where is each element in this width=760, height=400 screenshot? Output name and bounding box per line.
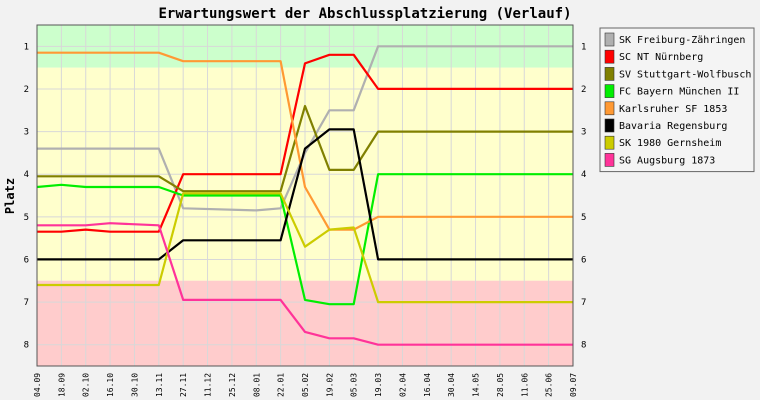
y-tick-label-left: 8 — [24, 341, 29, 351]
x-tick-label: 25.06 — [545, 373, 554, 397]
y-tick-label-left: 1 — [24, 42, 29, 52]
y-tick-label-right: 4 — [581, 170, 586, 180]
y-tick-label-left: 6 — [24, 255, 29, 265]
y-tick-label-right: 8 — [581, 341, 586, 351]
x-tick-label: 11.06 — [520, 373, 529, 397]
legend-swatch — [604, 118, 615, 133]
x-tick-label: 30.04 — [447, 373, 456, 397]
legend-label: Karlsruher SF 1853 — [619, 104, 727, 115]
x-tick-label: 09.07 — [569, 373, 578, 397]
x-tick-label: 02.04 — [398, 373, 407, 397]
y-tick-label-left: 5 — [24, 213, 29, 223]
y-tick-label-right: 2 — [581, 85, 586, 95]
y-tick-label-right: 7 — [581, 298, 586, 308]
x-tick-label: 04.09 — [33, 373, 42, 397]
x-tick-label: 25.12 — [228, 373, 237, 397]
y-tick-label-left: 7 — [24, 298, 29, 308]
y-tick-label-right: 6 — [581, 255, 586, 265]
x-tick-label: 14.05 — [472, 373, 481, 397]
x-tick-label: 02.10 — [82, 373, 91, 397]
x-tick-label: 27.11 — [179, 373, 188, 397]
legend-swatch — [604, 67, 615, 81]
y-axis-label: Platz — [3, 178, 17, 214]
legend-swatch — [604, 32, 615, 47]
y-tick-label-right: 1 — [581, 42, 586, 52]
x-tick-label: 22.01 — [277, 373, 286, 397]
y-tick-label-left: 4 — [24, 170, 29, 180]
legend-swatch — [604, 135, 615, 150]
x-tick-label: 05.03 — [350, 373, 359, 397]
y-tick-label-right: 5 — [581, 213, 586, 223]
y-tick-label-left: 3 — [24, 128, 29, 138]
x-tick-label: 16.10 — [106, 373, 115, 397]
x-tick-label: 05.02 — [301, 373, 310, 397]
x-tick-label: 08.01 — [252, 373, 261, 397]
legend-swatch — [604, 101, 615, 116]
y-tick-label-left: 2 — [24, 85, 29, 95]
legend-label: SG Augsburg 1873 — [619, 155, 715, 166]
y-tick-label-right: 3 — [581, 128, 586, 138]
x-tick-label: 30.10 — [130, 373, 139, 397]
series-line-0 — [37, 45, 573, 212]
x-tick-label: 19.02 — [325, 373, 334, 397]
series-line-6 — [37, 192, 573, 304]
series-line-7 — [37, 222, 573, 346]
x-tick-label: 11.12 — [204, 373, 213, 397]
legend-label: SK 1980 Gernsheim — [619, 138, 721, 149]
x-tick-label: 13.11 — [155, 373, 164, 397]
chart-title: Erwartungswert der Abschlussplatzierung … — [158, 6, 571, 22]
legend-swatch — [604, 49, 615, 64]
plot-frame — [36, 24, 574, 367]
legend-swatch — [604, 84, 615, 98]
legend-label: SV Stuttgart-Wolfbusch — [619, 69, 751, 80]
legend-label: SK Freiburg-Zähringen — [619, 35, 745, 46]
series-line-1 — [37, 53, 573, 233]
x-tick-label: 18.09 — [57, 373, 66, 397]
series-line-2 — [37, 104, 573, 193]
legend-label: Bavaria Regensburg — [619, 121, 727, 132]
legend-label: SC NT Nürnberg — [619, 52, 703, 63]
legend-box — [599, 27, 755, 173]
x-tick-label: 28.05 — [496, 373, 505, 397]
legend-swatch — [604, 153, 615, 167]
legend-label: FC Bayern München II — [619, 87, 739, 98]
x-tick-label: 19.03 — [374, 373, 383, 397]
x-tick-label: 16.04 — [423, 373, 432, 397]
